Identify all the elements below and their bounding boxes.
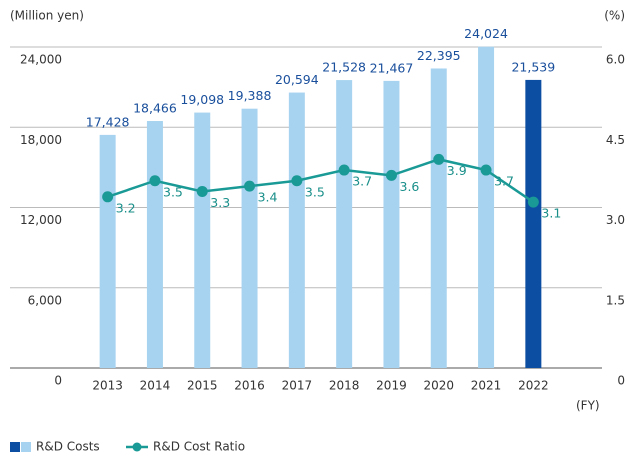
- legend-label: R&D Cost Ratio: [153, 440, 245, 454]
- x-unit: (FY): [576, 399, 600, 413]
- bar: [241, 108, 258, 369]
- ratio-point: [480, 164, 492, 176]
- legend-swatch: [10, 442, 20, 452]
- bar: [288, 92, 305, 369]
- legend-marker: [132, 442, 142, 452]
- ratio-value-label: 3.6: [400, 179, 420, 194]
- ratio-point: [149, 175, 161, 187]
- y-tick-label: 24,000: [20, 53, 62, 67]
- ratio-value-label: 3.7: [352, 174, 372, 189]
- bar: [478, 46, 495, 368]
- ratio-value-label: 3.1: [541, 206, 561, 221]
- y2-tick-label: 6.0: [606, 53, 625, 67]
- ratio-value-label: 3.2: [116, 200, 136, 215]
- x-tick-label: 2017: [282, 379, 313, 393]
- bar: [336, 80, 353, 369]
- ratio-value-label: 3.4: [258, 190, 278, 205]
- y2-tick-label: 3.0: [606, 213, 625, 227]
- ratio-point: [385, 169, 397, 181]
- legend-label: R&D Costs: [36, 440, 100, 454]
- x-tick-label: 2013: [92, 379, 123, 393]
- bar-value-label: 17,428: [86, 114, 130, 129]
- ratio-value-label: 3.5: [163, 184, 183, 199]
- ratio-value-label: 3.3: [210, 195, 230, 210]
- y2-unit: (%): [604, 9, 625, 23]
- bar: [430, 68, 447, 369]
- bar: [525, 79, 542, 368]
- ratio-point: [291, 175, 303, 187]
- bar-value-label: 19,098: [180, 92, 224, 107]
- ratio-point: [338, 164, 350, 176]
- bar: [383, 80, 400, 368]
- bar: [194, 112, 211, 369]
- y2-tick-label: 4.5: [606, 133, 625, 147]
- bar-value-label: 22,395: [417, 48, 461, 63]
- bar-value-label: 21,539: [511, 59, 555, 74]
- bar-value-label: 18,466: [133, 101, 177, 116]
- x-tick-label: 2014: [140, 379, 171, 393]
- legend-swatch: [21, 442, 31, 452]
- bar-value-label: 21,467: [370, 60, 414, 75]
- ratio-value-label: 3.9: [447, 163, 467, 178]
- ratio-point: [196, 185, 208, 197]
- ratio-value-label: 3.5: [305, 184, 325, 199]
- ratio-point: [433, 153, 445, 165]
- ratio-point: [244, 180, 256, 192]
- bar: [99, 134, 116, 368]
- y-tick-label: 18,000: [20, 133, 62, 147]
- y-tick-label: 12,000: [20, 213, 62, 227]
- bar-value-label: 20,594: [275, 72, 319, 87]
- y-unit: (Million yen): [10, 9, 84, 23]
- bar-value-label: 21,528: [322, 60, 366, 75]
- bar-value-label: 24,024: [464, 26, 508, 41]
- x-tick-label: 2016: [234, 379, 265, 393]
- y-tick-label: 0: [54, 374, 62, 388]
- ratio-line: [107, 158, 535, 204]
- x-tick-label: 2022: [518, 379, 549, 393]
- bar-value-label: 19,388: [228, 88, 272, 103]
- y-tick-label: 6,000: [28, 293, 62, 307]
- x-tick-label: 2015: [187, 379, 218, 393]
- x-tick-label: 2021: [471, 379, 502, 393]
- ratio-point: [102, 191, 114, 203]
- bar: [146, 121, 163, 369]
- ratio-value-label: 3.7: [494, 174, 514, 189]
- y2-tick-label: 0: [617, 374, 625, 388]
- x-tick-label: 2018: [329, 379, 360, 393]
- ratio-point: [527, 196, 539, 208]
- x-tick-label: 2020: [423, 379, 454, 393]
- x-tick-label: 2019: [376, 379, 407, 393]
- y2-tick-label: 1.5: [606, 293, 625, 307]
